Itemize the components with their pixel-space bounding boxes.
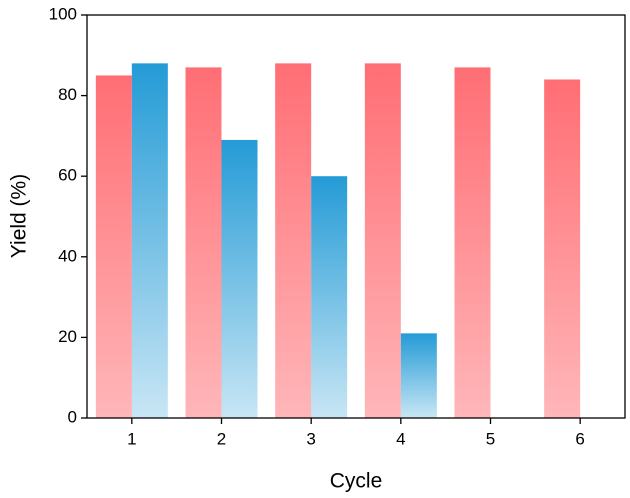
- y-tick-label: 20: [58, 327, 77, 346]
- x-tick-label: 3: [306, 429, 315, 448]
- x-tick-label: 2: [217, 429, 226, 448]
- x-axis-title: Cycle: [330, 470, 383, 493]
- x-tick-label: 5: [486, 429, 495, 448]
- bar: [400, 333, 437, 418]
- y-tick-label: 100: [49, 4, 77, 23]
- bar: [131, 63, 168, 419]
- y-tick-label: 40: [58, 246, 77, 265]
- bar: [311, 176, 348, 418]
- y-tick-label: 0: [68, 407, 77, 426]
- bar: [185, 67, 222, 418]
- x-tick-label: 6: [575, 429, 584, 448]
- bar: [364, 63, 401, 419]
- y-axis-title: Yield (%): [8, 174, 31, 258]
- bar: [221, 139, 258, 418]
- y-tick-label: 60: [58, 166, 77, 185]
- bar: [454, 67, 491, 418]
- x-tick-label: 1: [127, 429, 136, 448]
- bar: [544, 79, 581, 418]
- plot-frame: [86, 14, 626, 419]
- x-tick-label: 4: [396, 429, 405, 448]
- bar: [275, 63, 312, 419]
- y-tick-label: 80: [58, 85, 77, 104]
- bar: [95, 75, 132, 418]
